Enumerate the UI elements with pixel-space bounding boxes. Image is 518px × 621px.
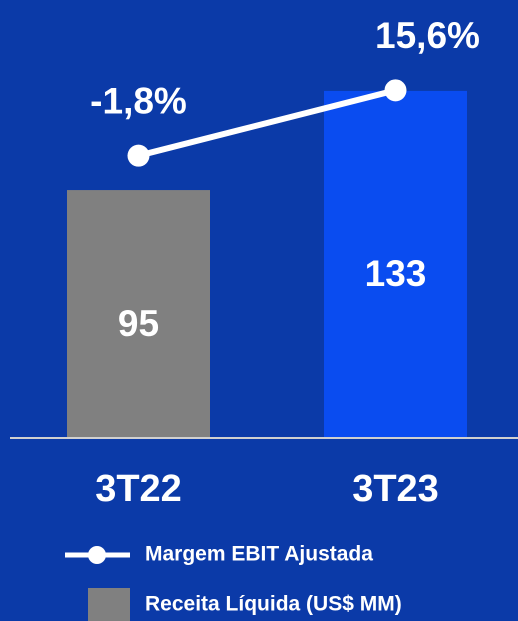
line-value-label: -1,8% [90, 80, 187, 121]
bar [67, 190, 210, 438]
legend-marker [88, 546, 106, 564]
line-value-label: 15,6% [375, 15, 480, 56]
line-point [127, 144, 150, 167]
bar-value-label: 133 [365, 253, 427, 294]
legend-label: Receita Líquida (US$ MM) [145, 593, 402, 616]
legend-label: Margem EBIT Ajustada [145, 543, 373, 566]
legend-swatch [88, 588, 130, 621]
bar [324, 90, 467, 438]
line-point [384, 79, 407, 102]
bar-value-label: 95 [118, 303, 159, 344]
line [137, 87, 397, 159]
x-tick-label: 3T22 [95, 468, 182, 510]
x-tick-label: 3T23 [352, 468, 439, 510]
